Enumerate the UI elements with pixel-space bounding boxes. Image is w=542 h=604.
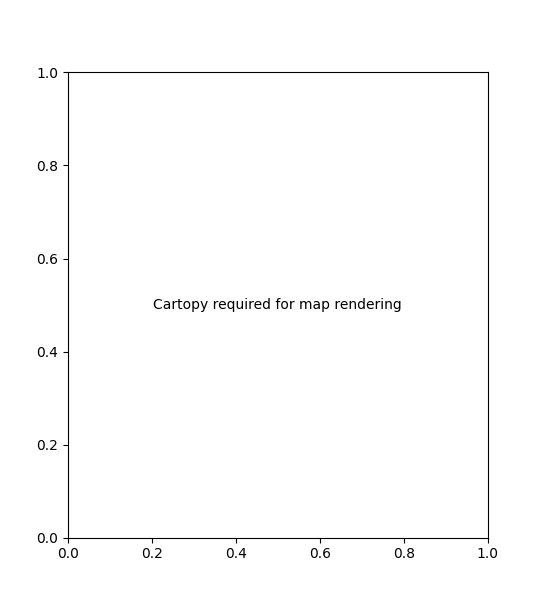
Text: Cartopy required for map rendering: Cartopy required for map rendering	[153, 298, 402, 312]
